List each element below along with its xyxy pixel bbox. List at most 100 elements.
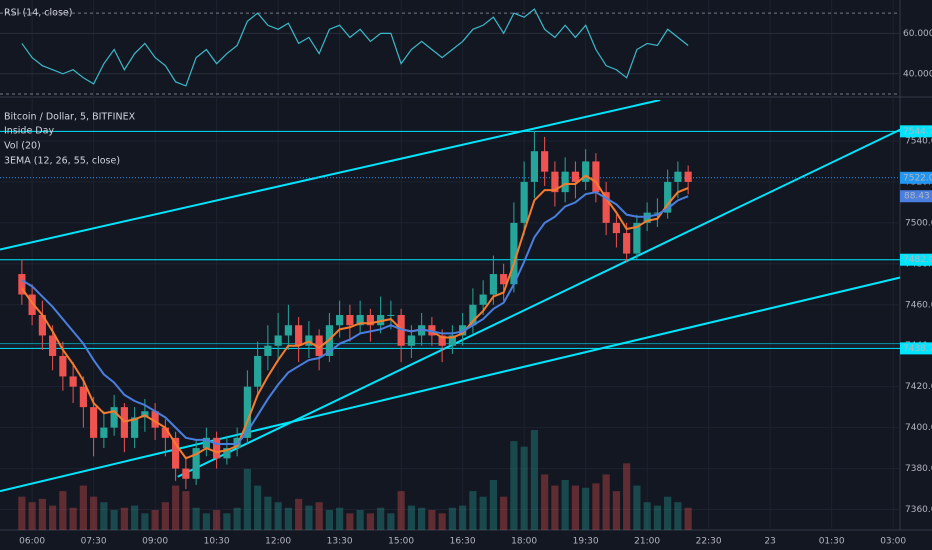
candle-body [346, 315, 354, 326]
candle-body [90, 407, 98, 438]
volume-bar [551, 485, 559, 530]
volume-bar [653, 505, 661, 530]
last-price-tag [900, 171, 932, 184]
volume-bar [336, 507, 344, 530]
x-tick-label: 21:00 [634, 537, 660, 547]
candle-body [18, 274, 26, 295]
volume-bar [520, 446, 528, 530]
y-tick-label: 7540.0 [905, 136, 932, 146]
volume-bar [541, 474, 549, 530]
candle-body [387, 315, 395, 316]
x-tick-label: 06:00 [19, 537, 45, 547]
volume-bar [623, 463, 631, 530]
ema-line [21, 191, 689, 445]
candle-body [664, 181, 672, 213]
candle-body [120, 407, 128, 438]
candle-body [295, 325, 303, 346]
volume-bar [90, 496, 98, 530]
volume-bar [418, 507, 426, 530]
volume-bar [377, 507, 385, 530]
x-tick-label: 09:00 [142, 537, 168, 547]
candle-body [28, 294, 36, 315]
candle-body [38, 315, 46, 336]
volume-bar [120, 507, 128, 530]
volume-bar [100, 502, 108, 530]
candle-body [530, 151, 538, 182]
volume-bar [59, 491, 67, 530]
y-tick-label: 7500.0 [905, 218, 932, 228]
candle-body [623, 233, 631, 254]
volume-bar [510, 441, 518, 530]
volume-bar [325, 510, 333, 530]
candle-body [448, 335, 456, 346]
volume-bar [38, 498, 46, 530]
candle-body [643, 212, 651, 223]
candle-body [428, 325, 436, 336]
candle-body [356, 315, 364, 326]
volume-bar [151, 510, 159, 530]
volume-bar [684, 507, 692, 530]
chart-title: Bitcoin / Dollar, 5, BITFINEX [4, 112, 136, 123]
volume-bar [448, 507, 456, 530]
trend-line [177, 128, 900, 478]
candle-body [79, 386, 87, 408]
y-tick-label: 7400.0 [905, 423, 932, 433]
candle-body [49, 335, 57, 356]
volume-bar [161, 502, 169, 530]
indicator-label: Vol (20) [4, 141, 41, 152]
volume-bar [49, 505, 57, 530]
x-tick-label: 01:30 [819, 537, 845, 547]
candle-body [315, 335, 323, 356]
x-tick-label: 03:00 [880, 537, 906, 547]
axes: 06:00 07:30 09:00 10:30 12:00 13:30 15:00 16:30… [19, 29, 932, 547]
volume-bar [315, 502, 323, 530]
level-tag-label: 7544.7 [903, 127, 932, 137]
candle-body [223, 448, 231, 459]
x-tick-label: 07:30 [81, 537, 107, 547]
volume-bar [489, 480, 497, 530]
candle-body [336, 315, 344, 326]
candle-body [284, 325, 292, 336]
candle-body [612, 222, 620, 234]
candle-body [69, 376, 77, 387]
candle-body [161, 427, 169, 438]
candle-body [541, 151, 549, 172]
candle-body [602, 192, 610, 223]
candle-body [510, 222, 518, 285]
volume-bar [407, 505, 415, 530]
candle-body [59, 355, 67, 377]
volume-bar [397, 491, 405, 530]
volume-bar [571, 485, 579, 530]
level-tag-label: 7438.7 [903, 344, 932, 354]
last-price-label: 7522.0 [903, 173, 932, 183]
x-tick-label: 22:30 [696, 537, 722, 547]
volume-bar [182, 491, 190, 530]
level-tag-label: 7482.0 [903, 255, 932, 265]
volume-bar [223, 513, 231, 530]
x-tick-label: 10:30 [204, 537, 230, 547]
x-tick-label: 15:00 [388, 537, 414, 547]
volume-bar [264, 496, 272, 530]
candle-body [182, 468, 190, 479]
candle-body [254, 355, 262, 387]
candle-body [407, 335, 415, 346]
volume-bar [479, 496, 487, 530]
x-tick-label: 18:00 [511, 537, 537, 547]
volume-bar [233, 507, 241, 530]
candle-body [582, 161, 590, 182]
candle-body [131, 417, 139, 438]
y-tick-label: 7420.0 [905, 382, 932, 392]
y-tick-label: 60.0000 [903, 29, 932, 39]
volume-bar [305, 505, 313, 530]
volume-bar [274, 502, 282, 530]
volume-bar [131, 505, 139, 530]
volume-bar [18, 496, 26, 530]
ema-tag-label: 88.43 [904, 192, 930, 202]
level-tag [900, 342, 932, 355]
rsi-pane [0, 8, 900, 95]
volume-bar [243, 468, 251, 530]
rsi-title: RSI (14, close) [4, 8, 72, 19]
